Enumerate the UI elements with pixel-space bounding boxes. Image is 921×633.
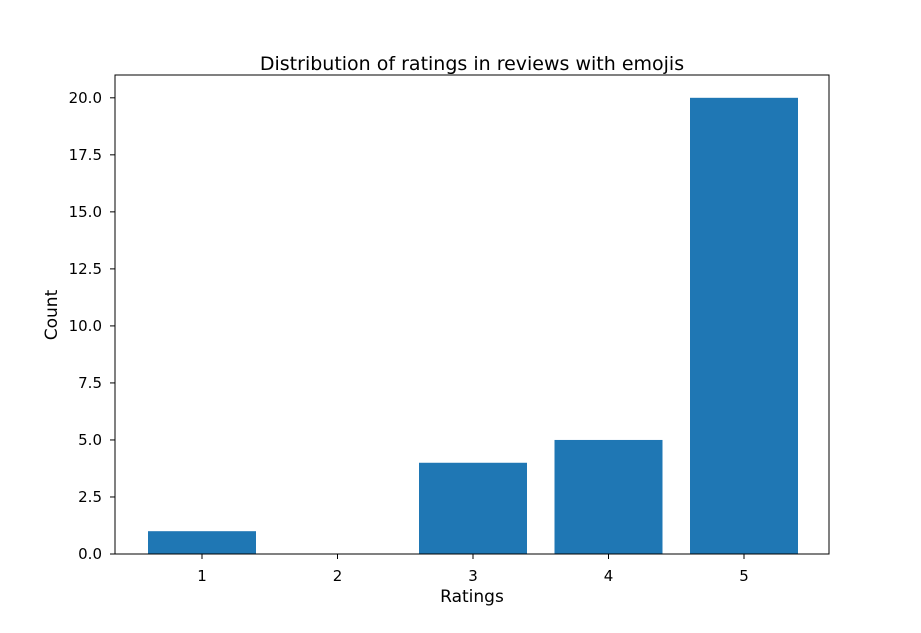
y-tick-label: 5.0: [78, 431, 102, 449]
x-tick-label: 1: [197, 567, 207, 585]
plot-frame: [114, 74, 830, 555]
bar-rating-5: [690, 97, 798, 555]
y-axis: 0.0 2.5 5.0 7.5 10.0 12.5 15.0 17.5 20.0: [69, 89, 115, 563]
y-tick-label: 0.0: [78, 545, 102, 563]
y-tick-label: 10.0: [69, 317, 102, 335]
x-tick-label: 4: [604, 567, 614, 585]
bar-rating-3: [419, 462, 527, 554]
y-tick-label: 20.0: [69, 89, 102, 107]
x-tick-label: 2: [333, 567, 343, 585]
bars-group: [148, 97, 798, 555]
bar-rating-4: [554, 439, 663, 554]
y-tick-label: 2.5: [78, 488, 102, 506]
x-tick-label: 5: [739, 567, 749, 585]
x-axis-label: Ratings: [440, 587, 504, 607]
bar-rating-1: [148, 531, 256, 554]
y-tick-label: 12.5: [69, 260, 102, 278]
y-tick-label: 7.5: [78, 374, 102, 392]
y-tick-label: 17.5: [69, 146, 102, 164]
x-tick-label: 3: [468, 567, 478, 585]
x-axis: 1 2 3 4 5: [197, 554, 749, 585]
y-tick-label: 15.0: [69, 203, 102, 221]
y-axis-label: Count: [42, 289, 62, 340]
chart-title: Distribution of ratings in reviews with …: [260, 53, 684, 75]
